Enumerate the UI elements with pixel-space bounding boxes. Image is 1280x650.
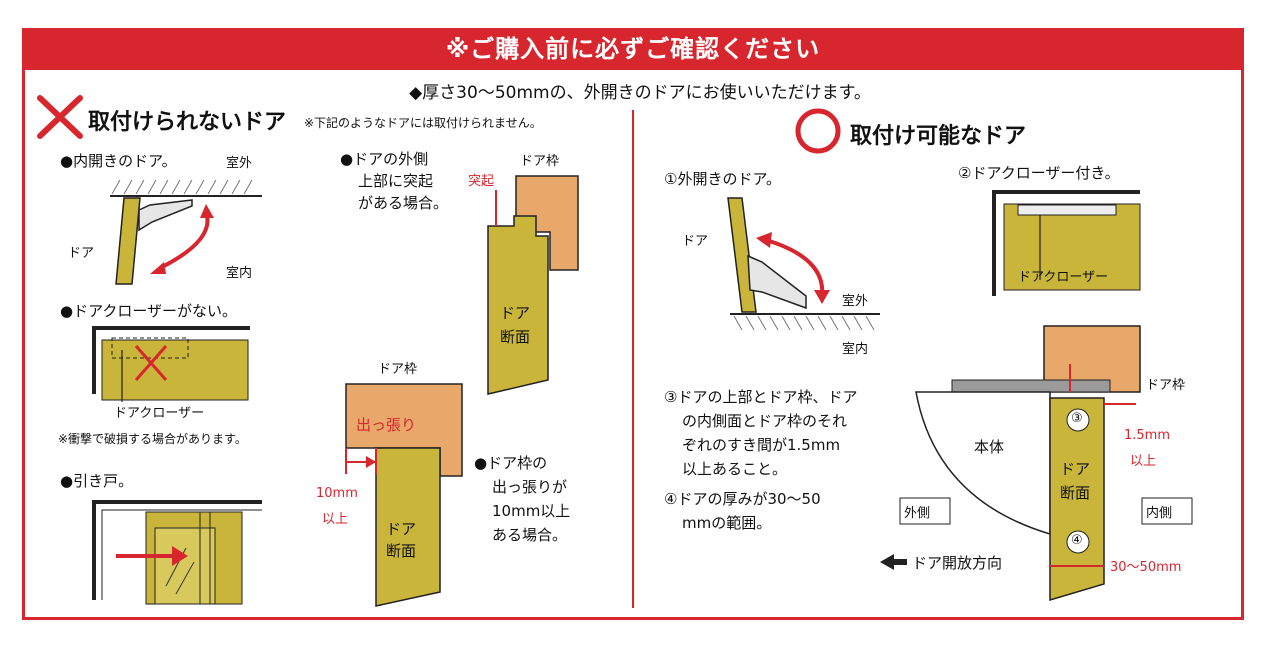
case5-line4: ある場合。	[492, 526, 568, 544]
case2-closer-label: ドアクローザー	[114, 406, 205, 421]
diag-frame: ドア枠	[1146, 378, 1186, 393]
diag-gap-l1: 1.5mm	[1124, 428, 1171, 443]
case4-line3: がある場合。	[358, 194, 449, 212]
left-heading: 取付けられないドア	[88, 110, 287, 135]
diag-gap-l2: 以上	[1130, 454, 1157, 469]
case5-door-l1: ドア	[386, 520, 417, 538]
case5-frame: ドア枠	[378, 362, 418, 377]
case5-line1: ●ドア枠の	[474, 454, 548, 472]
case5-dim-l1: 10mm	[316, 486, 358, 501]
left-heading-note: ※下記のようなドアには取付けられません。	[304, 116, 542, 130]
diag-outside: 外側	[904, 506, 931, 521]
ok1-door: ドア	[682, 234, 709, 249]
banner-title: ※ご購入前に必ずご確認ください	[22, 28, 1244, 70]
overhang-diagram	[345, 383, 463, 607]
case4-door-l2: 断面	[500, 328, 531, 346]
diag-body: 本体	[974, 438, 1005, 456]
case4-frame: ドア枠	[520, 154, 560, 169]
no-closer-diagram	[92, 326, 250, 402]
center-divider	[632, 110, 634, 608]
case2-title: ●ドアクローザーがない。	[60, 302, 238, 320]
sliding-door-diagram	[92, 500, 262, 605]
case5-line2: 出っ張りが	[492, 478, 568, 496]
right-heading: 取付け可能なドア	[850, 124, 1027, 149]
diag-thickness: 30〜50mm	[1110, 560, 1182, 575]
protrusion-diagram	[487, 175, 579, 395]
case4-door-l1: ドア	[500, 304, 531, 322]
diag-door-l1: ドア	[1060, 460, 1091, 478]
circle-ok-icon	[795, 108, 841, 154]
with-closer-diagram	[992, 190, 1141, 296]
cond-l1: ③ドアの上部とドア枠、ドア	[664, 388, 858, 406]
cond-l4: 以上あること。	[682, 460, 788, 478]
case3-title: ●引き戸。	[60, 472, 134, 490]
ok1-outside: 室外	[842, 294, 869, 309]
ok2-closer: ドアクローザー	[1018, 270, 1109, 285]
diag-direction: ドア開放方向	[912, 554, 1003, 572]
cond-l3: ぞれのすき間が1.5mm	[682, 436, 841, 454]
case5-overhang: 出っ張り	[356, 416, 417, 434]
ok1-inside: 室内	[842, 342, 869, 357]
case1-inside: 室内	[226, 266, 253, 281]
cross-icon	[37, 95, 83, 139]
case4-protrusion: 突起	[468, 174, 495, 189]
section-diagram	[880, 325, 1193, 602]
subtitle: ◆厚さ30〜50mmの、外開きのドアにお使いいただけます。	[409, 83, 871, 103]
case1-outside: 室外	[226, 156, 253, 171]
cond-l2: の内側面とドア枠のそれ	[682, 412, 848, 430]
ok1-title: ①外開きのドア。	[664, 170, 781, 188]
diag-mark4: ④	[1071, 533, 1083, 548]
case5-dim-l2: 以上	[322, 512, 349, 527]
case2-note: ※衝撃で破損する場合があります。	[58, 432, 247, 446]
outward-door-diagram	[727, 197, 880, 331]
case4-line1: ●ドアの外側	[340, 150, 429, 168]
case1-title: ●内開きのドア。	[60, 152, 177, 170]
inward-door-diagram	[110, 179, 262, 285]
diag-door-l2: 断面	[1060, 484, 1091, 502]
case4-line2: 上部に突起	[358, 172, 434, 190]
diag-mark3: ③	[1071, 411, 1083, 426]
case1-door: ドア	[68, 246, 95, 261]
case5-line3: 10mm以上	[492, 502, 571, 520]
cond-l5: ④ドアの厚みが30〜50	[664, 490, 821, 508]
case5-door-l2: 断面	[386, 542, 417, 560]
ok2-title: ②ドアクローザー付き。	[958, 164, 1120, 182]
diag-inside: 内側	[1146, 506, 1173, 521]
cond-l6: mmの範囲。	[682, 514, 772, 532]
